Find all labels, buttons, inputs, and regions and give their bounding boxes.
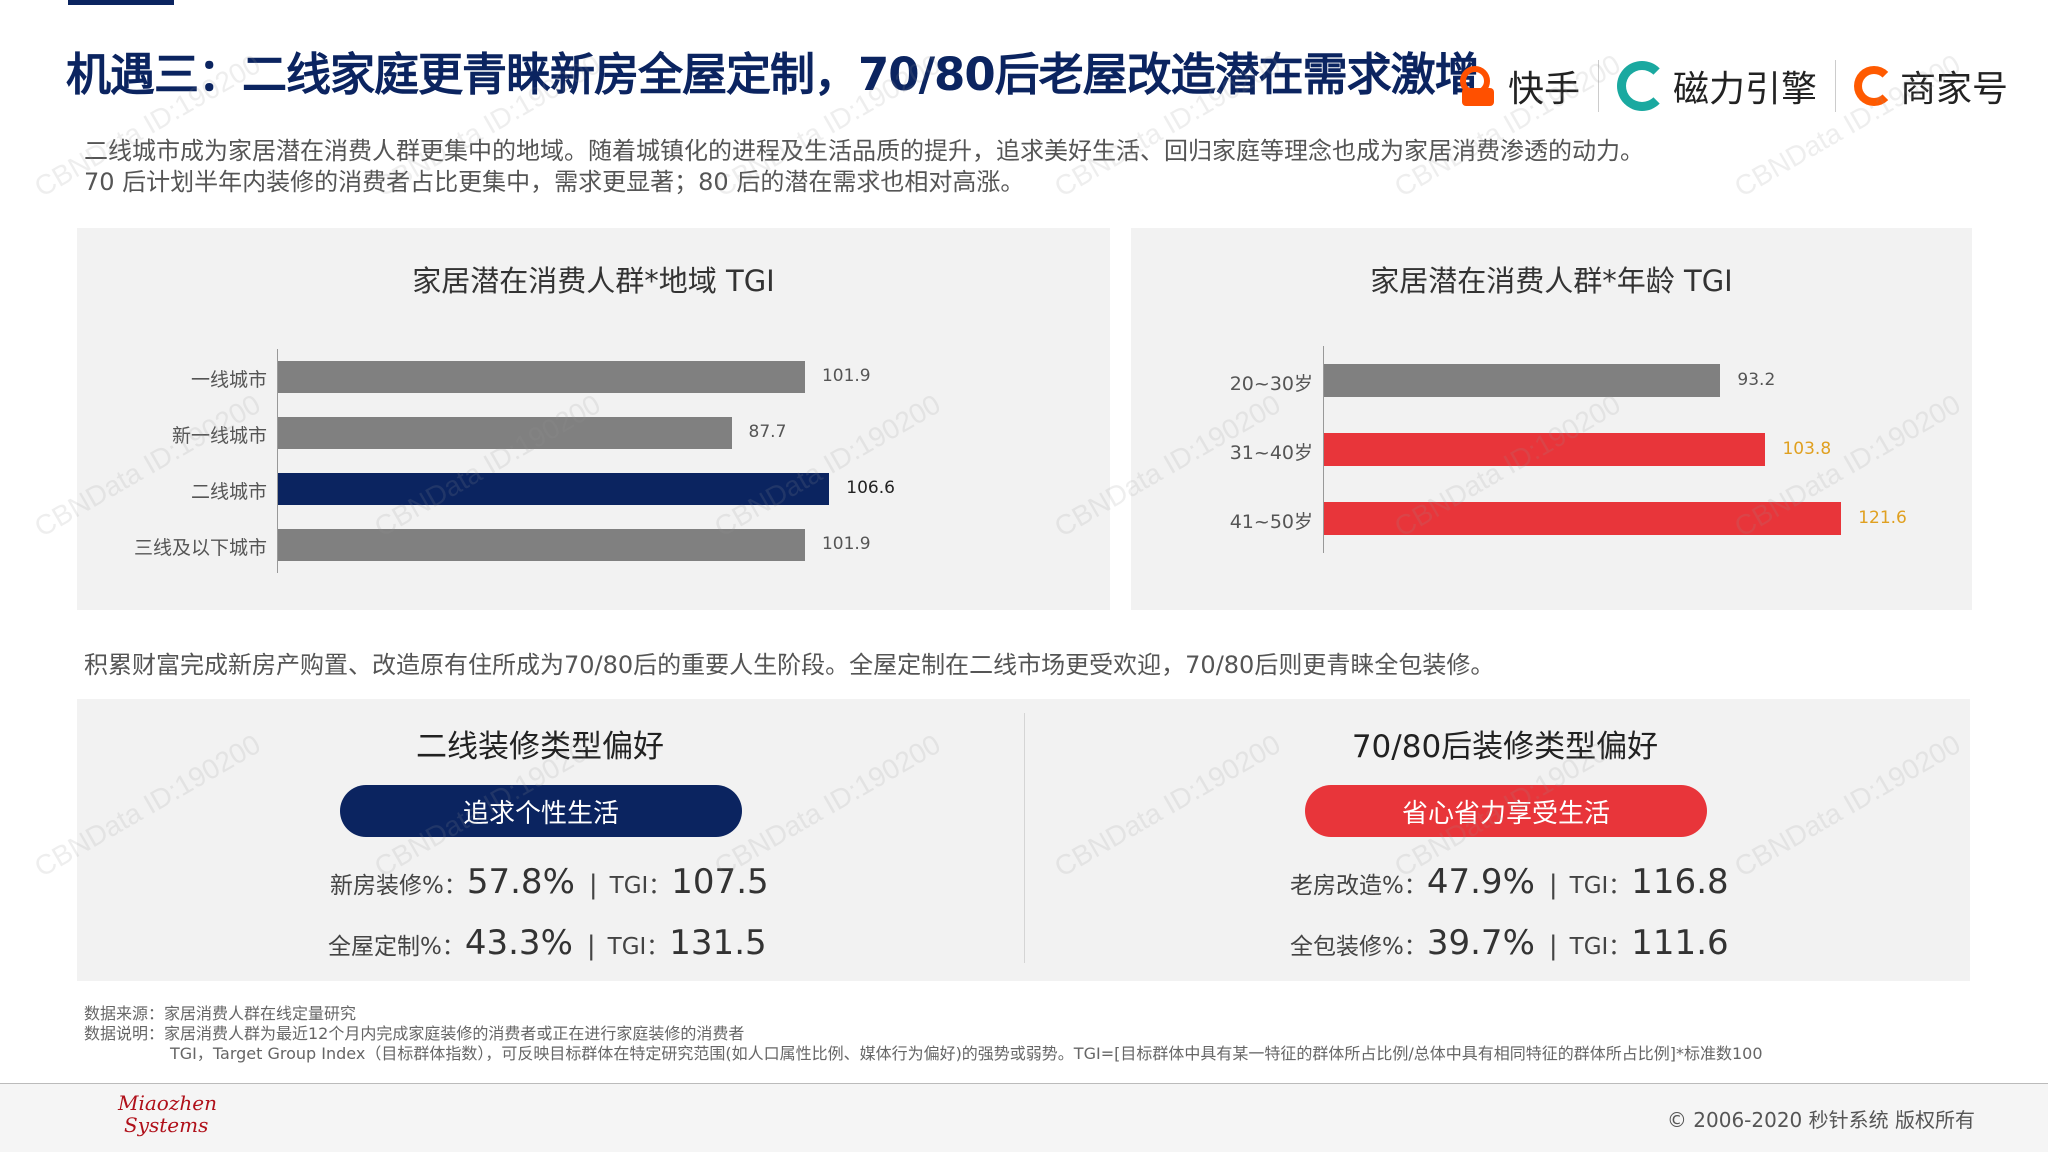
- age7080-preference-title: 70/80后装修类型偏好: [1351, 729, 1659, 765]
- value-label: 93.2: [1737, 369, 1776, 390]
- age-tgi-chart-panel: 家居潜在消费人群*年龄 TGI 20~30岁 93.2 31~40岁 103.8 41~…: [1131, 228, 1972, 610]
- cili-logo-icon: [1616, 61, 1667, 111]
- logo-separator: [1834, 60, 1836, 112]
- value-label: 87.7: [748, 422, 787, 442]
- region-tgi-chart-panel: 家居潜在消费人群*地域 TGI 一线城市 101.9 新一线城市 87.7 二线城市 10…: [77, 228, 1110, 610]
- age-tgi-chart-title: 家居潜在消费人群*年龄 TGI: [1370, 264, 1733, 298]
- top-accent-bar: [68, 0, 174, 5]
- age7080-preference-pill: 省心省力享受生活: [1305, 785, 1707, 837]
- tier2-preference-pill: 追求个性生活: [340, 785, 742, 837]
- value-label: 121.6: [1858, 507, 1907, 528]
- value-label: 101.9: [821, 366, 871, 386]
- stat-label: 全包装修%：: [1290, 934, 1427, 960]
- note-source: 数据来源：家居消费人群在线定量研究: [84, 1004, 357, 1023]
- footnotes: 数据来源：家居消费人群在线定量研究 数据说明：家居消费人群为最近12个月内完成家…: [84, 1004, 1763, 1064]
- stat-separator: |: [1548, 870, 1558, 900]
- cili-logo-text: 磁力引擎: [1672, 69, 1817, 110]
- value-label: 106.6: [846, 478, 895, 498]
- tgi-label: TGI：: [607, 934, 670, 960]
- footer-bar: [0, 1084, 2048, 1152]
- page-title: 机遇三：二线家庭更青睐新房全屋定制，70/80后老屋改造潜在需求激增: [66, 48, 1480, 101]
- stat-separator: |: [1548, 931, 1558, 961]
- bar: [1324, 502, 1842, 535]
- bar: [1324, 433, 1766, 466]
- preference-divider: [1024, 713, 1025, 963]
- partner-logos: 快手 磁力引擎 商家号: [1458, 56, 2008, 116]
- bar: [1324, 364, 1721, 397]
- intro-line-2: 70 后计划半年内装修的消费者占比更集中，需求更显著；80 后的潜在需求也相对高…: [84, 168, 1025, 196]
- tier2-preference-title: 二线装修类型偏好: [416, 729, 664, 765]
- stat-separator: |: [586, 931, 596, 961]
- footer-divider: [0, 1083, 2048, 1084]
- kuaishou-logo: 快手: [1458, 60, 1580, 112]
- value-label: 103.8: [1782, 438, 1832, 459]
- miaozhen-logo-line-2: Systems: [124, 1113, 209, 1137]
- tier2-stat-row-1: 新房装修%： 57.8% | TGI： 107.5: [330, 862, 783, 902]
- chart-axis-line: [1323, 346, 1324, 553]
- stat-value: 57.8%: [466, 862, 575, 902]
- tgi-value: 111.6: [1631, 923, 1729, 963]
- kuaishou-logo-icon: [1458, 64, 1502, 108]
- shangjia-logo: 商家号: [1853, 60, 2008, 112]
- tgi-value: 131.5: [669, 923, 767, 963]
- category-label: 20~30岁: [1229, 372, 1313, 395]
- stat-value: 47.9%: [1426, 862, 1535, 902]
- tgi-label: TGI：: [1569, 873, 1632, 899]
- note-tgi: TGI，Target Group Index（目标群体指数），可反映目标群体在特…: [170, 1044, 1763, 1063]
- age7080-stat-row-1: 老房改造%： 47.9% | TGI： 116.8: [1290, 862, 1743, 902]
- category-label: 新一线城市: [171, 425, 267, 447]
- bar: [278, 529, 805, 561]
- category-label: 二线城市: [190, 481, 267, 503]
- bar: [278, 361, 805, 393]
- intro-line-1: 二线城市成为家居潜在消费人群更集中的地域。随着城镇化的进程及生活品质的提升，追求…: [84, 137, 1644, 165]
- category-label: 三线及以下城市: [133, 537, 267, 559]
- stat-label: 全屋定制%：: [328, 934, 465, 960]
- shangjia-logo-text: 商家号: [1899, 69, 2008, 110]
- stat-value: 43.3%: [464, 923, 573, 963]
- copyright-text: © 2006-2020 秒针系统 版权所有: [1666, 1108, 1975, 1132]
- tgi-value: 107.5: [671, 862, 769, 902]
- chart-axis-line: [277, 349, 278, 573]
- tgi-label: TGI：: [609, 873, 672, 899]
- cili-logo: 磁力引擎: [1616, 60, 1817, 112]
- mid-summary-text: 积累财富完成新房产购置、改造原有住所成为70/80后的重要人生阶段。全屋定制在二…: [84, 651, 1495, 679]
- stat-separator: |: [588, 870, 598, 900]
- stat-label: 新房装修%：: [330, 873, 467, 899]
- stat-value: 39.7%: [1426, 923, 1535, 963]
- tier2-stat-row-2: 全屋定制%： 43.3% | TGI： 131.5: [328, 923, 781, 963]
- intro-text: 二线城市成为家居潜在消费人群更集中的地域。随着城镇化的进程及生活品质的提升，追求…: [84, 136, 1644, 198]
- tgi-value: 116.8: [1631, 862, 1729, 902]
- miaozhen-logo: Miaozhen Systems: [118, 1092, 217, 1136]
- value-label: 101.9: [821, 534, 871, 554]
- note-explain: 数据说明：家居消费人群为最近12个月内完成家庭装修的消费者或正在进行家庭装修的消…: [84, 1024, 745, 1043]
- logo-separator: [1597, 60, 1599, 112]
- category-label: 41~50岁: [1229, 510, 1313, 533]
- age7080-stat-row-2: 全包装修%： 39.7% | TGI： 111.6: [1290, 923, 1743, 963]
- miaozhen-logo-line-1: Miaozhen: [118, 1091, 217, 1115]
- region-tgi-chart-title: 家居潜在消费人群*地域 TGI: [412, 264, 775, 298]
- bar: [278, 473, 830, 505]
- category-label: 31~40岁: [1229, 441, 1313, 464]
- preference-panel: [77, 699, 1970, 981]
- category-label: 一线城市: [190, 369, 267, 391]
- stat-label: 老房改造%：: [1290, 873, 1427, 899]
- tgi-label: TGI：: [1569, 934, 1632, 960]
- bar: [278, 417, 732, 449]
- shangjia-logo-icon: [1853, 66, 1894, 106]
- kuaishou-logo-text: 快手: [1507, 69, 1580, 110]
